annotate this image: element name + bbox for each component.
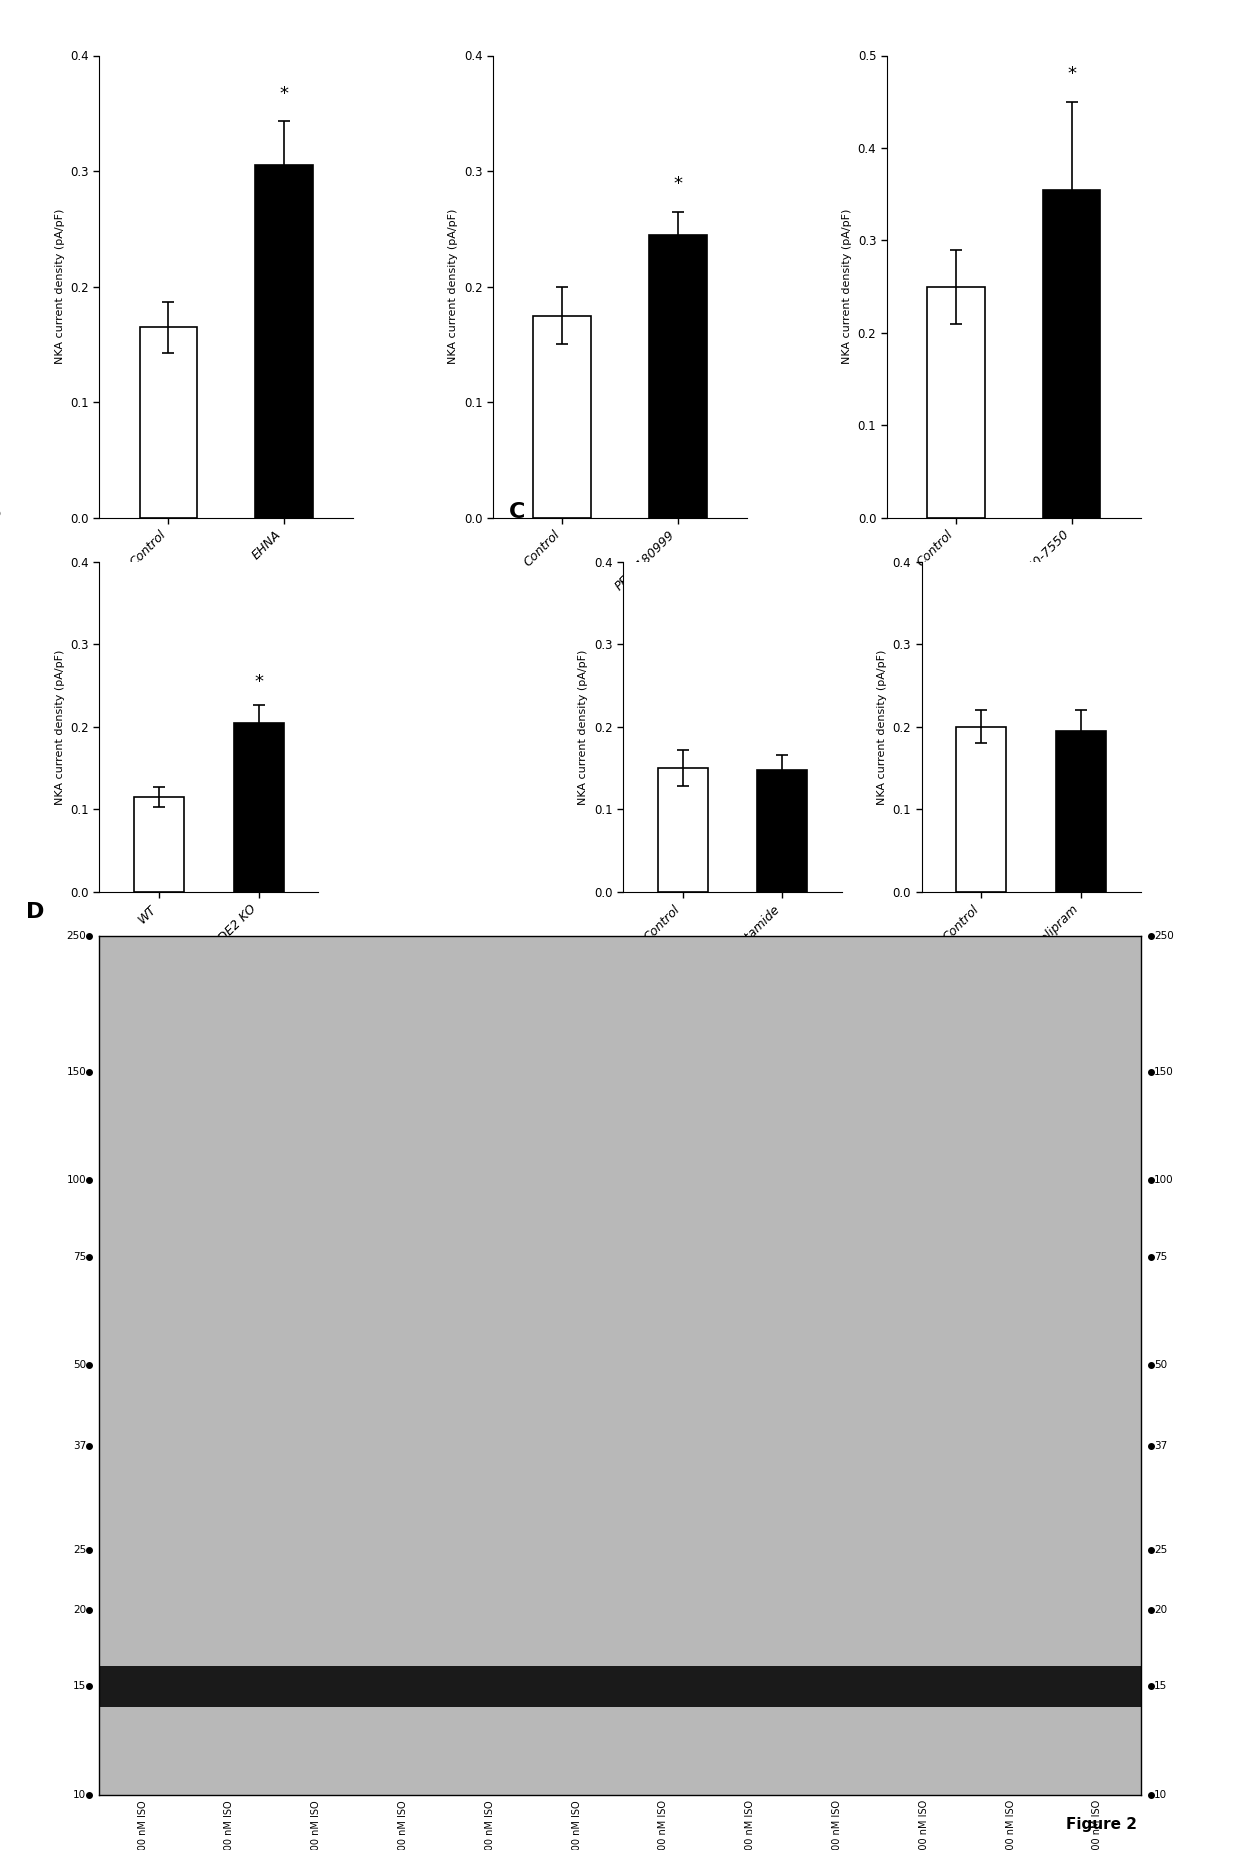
Y-axis label: NKA current density (pA/pF): NKA current density (pA/pF): [877, 649, 887, 805]
Bar: [140, 327, 197, 518]
Y-axis label: NKA current density (pA/pF): NKA current density (pA/pF): [55, 209, 64, 364]
Bar: [533, 316, 591, 518]
Text: 37: 37: [73, 1441, 87, 1450]
Y-axis label: NKA current density (pA/pF): NKA current density (pA/pF): [578, 649, 588, 805]
Bar: [1043, 189, 1100, 518]
Text: 75: 75: [73, 1252, 87, 1262]
Y-axis label: NKA current density (pA/pF): NKA current density (pA/pF): [842, 209, 852, 364]
Text: *: *: [279, 85, 289, 104]
Text: 20: 20: [73, 1604, 87, 1615]
Bar: [956, 727, 1007, 892]
Text: 75: 75: [1153, 1252, 1167, 1262]
Text: 10: 10: [73, 1789, 87, 1800]
Bar: [758, 770, 807, 892]
Text: Figure 2: Figure 2: [1066, 1817, 1137, 1832]
Text: 50: 50: [73, 1360, 87, 1371]
Bar: [649, 235, 707, 518]
Bar: [928, 287, 985, 518]
Text: 15: 15: [73, 1682, 87, 1691]
Text: 10: 10: [1153, 1789, 1167, 1800]
Bar: [255, 165, 312, 518]
Text: 20: 20: [1153, 1604, 1167, 1615]
Bar: [99, 1665, 1141, 1708]
Text: 150: 150: [67, 1067, 87, 1077]
Y-axis label: NKA current density (pA/pF): NKA current density (pA/pF): [449, 209, 459, 364]
Text: D: D: [26, 901, 45, 921]
Text: 250: 250: [1153, 931, 1173, 942]
Text: 50: 50: [1153, 1360, 1167, 1371]
Text: C: C: [508, 503, 526, 522]
Text: 100: 100: [67, 1175, 87, 1186]
Bar: [1056, 731, 1106, 892]
Bar: [233, 723, 284, 892]
Bar: [134, 797, 184, 892]
Text: B: B: [0, 503, 2, 522]
Bar: [657, 768, 708, 892]
Text: 37: 37: [1153, 1441, 1167, 1450]
Text: 100: 100: [1153, 1175, 1173, 1186]
Text: 250: 250: [67, 931, 87, 942]
Text: *: *: [673, 176, 682, 192]
Text: 15: 15: [1153, 1682, 1167, 1691]
Text: 150: 150: [1153, 1067, 1173, 1077]
Text: *: *: [1066, 65, 1076, 83]
Text: *: *: [254, 673, 263, 692]
Text: 25: 25: [1153, 1545, 1167, 1556]
Text: 25: 25: [73, 1545, 87, 1556]
Y-axis label: NKA current density (pA/pF): NKA current density (pA/pF): [55, 649, 64, 805]
